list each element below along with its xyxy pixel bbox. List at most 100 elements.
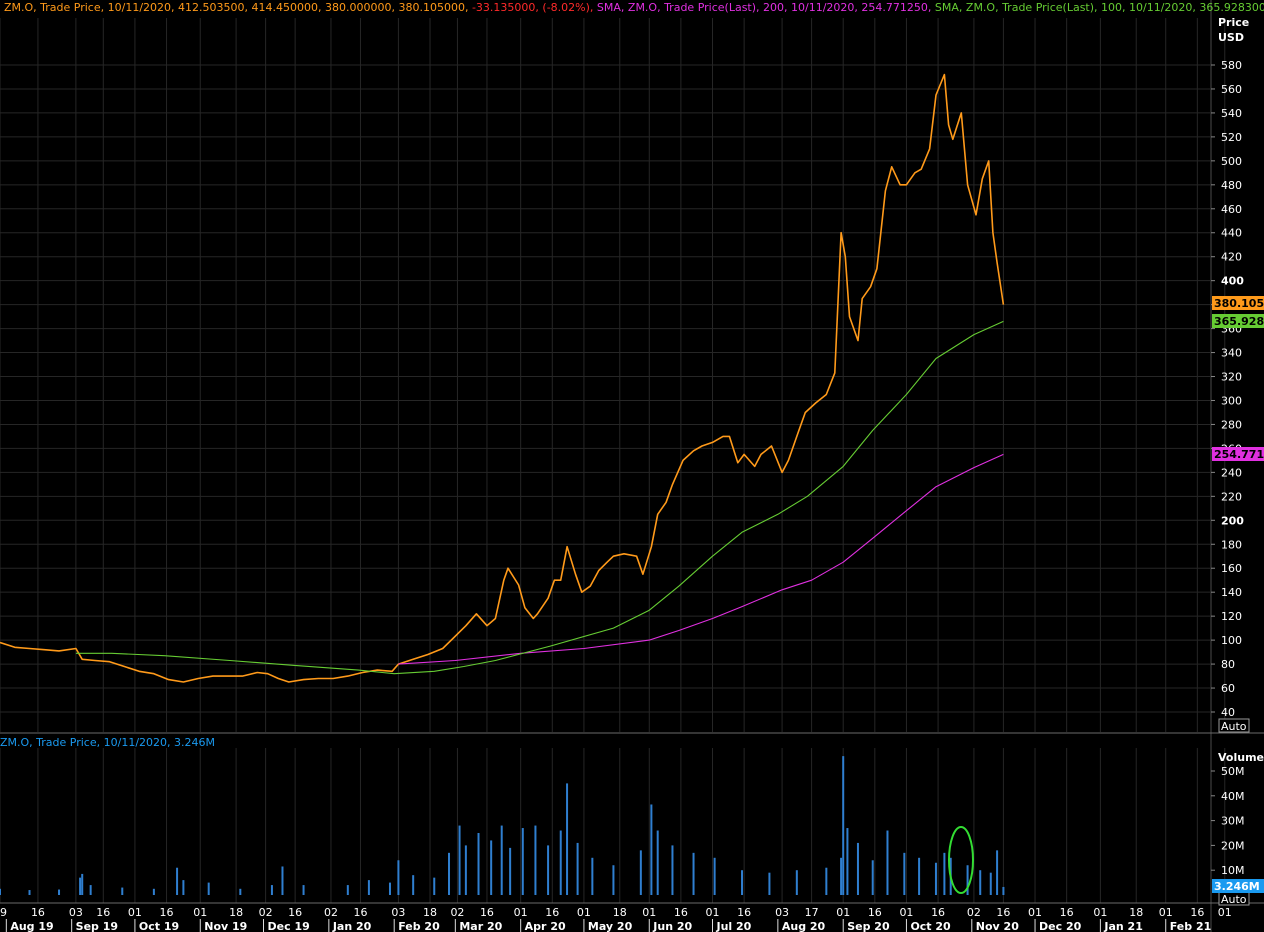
volume-bar <box>840 857 843 895</box>
date-tick-label: 16 <box>737 906 751 919</box>
date-tick-label: 01 <box>193 906 207 919</box>
date-tick-label: 01 <box>836 906 850 919</box>
month-label: Nov 20 <box>976 920 1019 932</box>
price-last-value: 380.1050 <box>1214 297 1264 310</box>
price-auto-label: Auto <box>1221 720 1247 733</box>
month-label: Dec 19 <box>268 920 310 932</box>
date-tick-label: 03 <box>775 906 789 919</box>
date-tick-label: 01 <box>577 906 591 919</box>
volume-bar <box>397 860 400 895</box>
volume-bar <box>768 872 771 895</box>
grid <box>0 18 1226 903</box>
month-label: Aug 19 <box>10 920 53 932</box>
price-series-layer <box>0 73 1005 683</box>
month-label: Apr 20 <box>525 920 566 932</box>
price-legend-header: ZM.O, Trade Price, 10/11/2020, 412.50350… <box>4 1 1264 14</box>
volume-bar <box>656 830 659 895</box>
volume-bar <box>943 852 946 895</box>
volume-axis-title: Volume <box>1218 751 1264 764</box>
date-tick-label: 16 <box>96 906 110 919</box>
month-label: Sep 19 <box>76 920 118 932</box>
date-tick-label: 02 <box>259 906 273 919</box>
volume-bar <box>388 882 391 895</box>
volume-last-value: 3.246M <box>1214 880 1260 893</box>
legend-segment: 10/11/2020, <box>1126 1 1196 14</box>
volume-bars-layer <box>0 756 1005 895</box>
date-tick-label: 01 <box>706 906 720 919</box>
date-tick-label: 02 <box>450 906 464 919</box>
date-tick-label: 03 <box>69 906 83 919</box>
price-auto-button[interactable]: Auto <box>1218 718 1250 733</box>
volume-bar <box>509 847 512 895</box>
price-tick-label: 120 <box>1221 610 1242 623</box>
month-label: Feb 20 <box>398 920 440 932</box>
volume-bar <box>490 840 493 895</box>
price-tick-label: 400 <box>1221 275 1244 288</box>
date-tick-label: 01 <box>1218 906 1232 919</box>
date-tick-label: 01 <box>1028 906 1042 919</box>
volume-bar <box>856 842 859 895</box>
price-tick-label: 280 <box>1221 418 1242 431</box>
volume-bar <box>458 825 461 895</box>
month-label: Jun 20 <box>652 920 692 932</box>
volume-bar <box>239 888 242 895</box>
volume-bar <box>433 877 436 895</box>
volume-bar <box>871 860 874 895</box>
legend-segment: 10/11/2020, <box>104 1 174 14</box>
date-tick-label: 16 <box>160 906 174 919</box>
volume-auto-label: Auto <box>1221 893 1247 906</box>
price-tick-label: 460 <box>1221 203 1242 216</box>
volume-auto-button[interactable]: Auto <box>1218 891 1250 906</box>
price-tick-label: 200 <box>1221 514 1244 527</box>
volume-bar <box>28 890 31 895</box>
volume-bar <box>979 870 982 895</box>
month-label: Jan 21 <box>1103 920 1142 932</box>
volume-bar <box>713 857 716 895</box>
date-tick-label: 01 <box>128 906 142 919</box>
date-tick-label: 18 <box>423 906 437 919</box>
price-tick-label: 480 <box>1221 179 1242 192</box>
volume-bar <box>918 857 921 895</box>
sma100-last-tag: 365.9283 <box>1212 314 1264 328</box>
price-tick-label: 560 <box>1221 83 1242 96</box>
volume-bar <box>367 880 370 895</box>
legend-segment: 412.503500, <box>175 1 248 14</box>
date-tick-label: 16 <box>674 906 688 919</box>
price-line <box>0 73 1005 683</box>
sma200-last-value: 254.7712 <box>1214 448 1264 461</box>
date-tick-label: 16 <box>996 906 1010 919</box>
volume-bar <box>903 852 906 895</box>
date-tick-label: 16 <box>480 906 494 919</box>
volume-bar <box>121 887 124 895</box>
volume-tick-label: 30M <box>1221 815 1245 828</box>
legend-segment: 365.928300 <box>1196 1 1264 14</box>
volume-bar <box>795 870 798 895</box>
legend-segment: -33.135000, <box>468 1 538 14</box>
volume-bar <box>692 852 695 895</box>
date-tick-label: 03 <box>391 906 405 919</box>
price-tick-label: 500 <box>1221 155 1242 168</box>
price-tick-label: 160 <box>1221 562 1242 575</box>
volume-bar <box>996 850 999 895</box>
volume-bar <box>741 870 744 895</box>
month-label: May 20 <box>588 920 633 932</box>
price-tick-label: 40 <box>1221 706 1235 719</box>
volume-bar <box>534 825 537 895</box>
volume-bar <box>79 877 82 895</box>
volume-bar <box>58 889 61 895</box>
month-label: Nov 19 <box>204 920 247 932</box>
volume-bar <box>0 888 1 895</box>
volume-bar <box>500 825 503 895</box>
month-label: Mar 20 <box>459 920 502 932</box>
date-tick-label: 18 <box>229 906 243 919</box>
month-label: Jan 20 <box>332 920 372 932</box>
volume-bar <box>1002 886 1005 895</box>
date-tick-label: 01 <box>1159 906 1173 919</box>
volume-bar <box>825 867 828 895</box>
volume-bar <box>281 866 284 895</box>
date-tick-label: 01 <box>514 906 528 919</box>
month-label: Oct 20 <box>910 920 951 932</box>
volume-tick-label: 40M <box>1221 790 1245 803</box>
volume-bar <box>270 885 273 895</box>
volume-bar <box>81 873 84 895</box>
